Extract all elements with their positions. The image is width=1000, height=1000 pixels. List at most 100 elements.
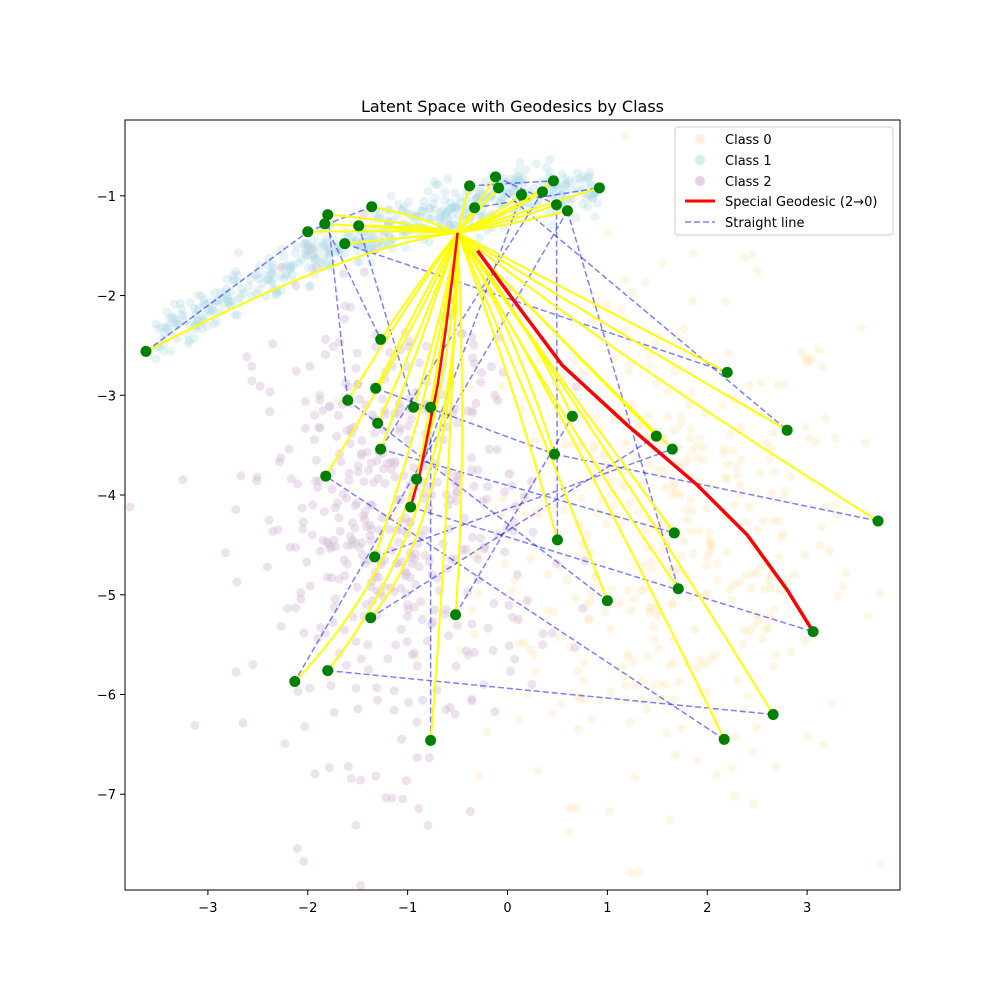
class0-point xyxy=(639,561,649,571)
class0-point xyxy=(667,598,677,608)
geodesic-endpoint xyxy=(353,220,365,232)
class0-point xyxy=(876,589,885,599)
class2-point xyxy=(369,478,379,487)
geodesic-endpoint xyxy=(668,527,680,539)
class0-point xyxy=(582,529,592,539)
class0-point xyxy=(686,424,696,434)
class2-point xyxy=(467,465,477,475)
class1-point xyxy=(418,203,428,213)
class0-point xyxy=(585,596,595,606)
class1-point xyxy=(300,238,310,248)
class0-point xyxy=(756,378,766,388)
class1-point xyxy=(278,262,288,272)
class1-point xyxy=(472,192,482,202)
class0-point xyxy=(514,714,524,724)
class0-point xyxy=(654,644,664,654)
class1-point xyxy=(258,278,268,288)
class2-point xyxy=(178,475,188,485)
x-tick-label: 0 xyxy=(503,901,511,916)
class0-point xyxy=(702,504,712,513)
class1-point xyxy=(300,245,310,255)
class2-point xyxy=(350,538,360,548)
class0-point xyxy=(747,250,757,260)
class2-point xyxy=(356,880,366,890)
class1-point xyxy=(584,171,594,181)
class2-point xyxy=(341,378,350,388)
geodesic-endpoint xyxy=(650,430,662,442)
class1-point xyxy=(212,296,222,306)
class0-point xyxy=(727,763,737,773)
class0-point xyxy=(704,535,714,545)
class0-point xyxy=(685,527,695,537)
class2-point xyxy=(296,594,306,604)
class2-point xyxy=(351,637,361,647)
class2-point xyxy=(411,549,421,559)
class0-point xyxy=(725,584,734,594)
class0-point xyxy=(752,569,762,579)
class1-point xyxy=(176,304,186,314)
class2-point xyxy=(268,339,278,349)
class2-point xyxy=(353,467,363,477)
class0-point xyxy=(731,462,741,472)
class1-point xyxy=(271,288,281,298)
class0-point xyxy=(532,356,542,365)
class1-point xyxy=(557,189,567,199)
class0-point xyxy=(774,552,784,562)
class1-point xyxy=(367,240,377,250)
class0-point xyxy=(765,454,775,464)
class2-point xyxy=(409,602,419,612)
class1-point xyxy=(381,228,391,237)
class0-point xyxy=(773,380,783,390)
geodesic-endpoint xyxy=(493,182,505,194)
class2-point xyxy=(346,774,356,784)
class2-point xyxy=(357,448,367,458)
class1-point xyxy=(184,338,194,348)
class0-point xyxy=(551,269,561,279)
class0-point xyxy=(614,598,624,608)
x-tick-label: −2 xyxy=(298,901,317,916)
class0-point xyxy=(644,608,654,618)
class2-point xyxy=(488,645,498,655)
class0-point xyxy=(692,453,702,463)
class2-point xyxy=(422,341,431,351)
class0-point xyxy=(512,616,522,626)
geodesic-endpoint xyxy=(718,733,730,745)
class0-point xyxy=(796,347,806,357)
class0-point xyxy=(820,501,830,511)
class0-point xyxy=(856,323,866,333)
class0-point xyxy=(761,438,771,448)
class0-point xyxy=(721,472,730,482)
class2-point xyxy=(450,709,460,719)
class0-point xyxy=(657,258,667,268)
class0-point xyxy=(761,625,771,635)
class0-point xyxy=(618,661,628,671)
class2-point xyxy=(347,540,357,550)
class1-point xyxy=(260,270,270,280)
class1-point xyxy=(301,238,311,248)
geodesic-curve xyxy=(371,205,458,234)
class2-point xyxy=(292,844,302,853)
class0-point xyxy=(648,684,658,694)
class1-point xyxy=(511,173,521,183)
class0-point xyxy=(668,480,678,490)
class2-point xyxy=(329,707,339,717)
class0-point xyxy=(739,705,749,715)
class0-point xyxy=(838,581,848,591)
straight-line xyxy=(495,176,557,206)
class1-point xyxy=(554,184,564,194)
class0-point xyxy=(469,629,479,639)
class1-point xyxy=(313,249,323,259)
class2-point xyxy=(332,431,342,441)
class1-point xyxy=(445,220,455,229)
class1-point xyxy=(296,254,306,264)
class1-point xyxy=(422,212,432,222)
straight-line xyxy=(474,187,600,209)
geodesic-curve xyxy=(326,232,459,672)
class0-point xyxy=(532,766,542,776)
class1-point xyxy=(404,197,413,207)
class2-point xyxy=(326,541,336,551)
class1-point xyxy=(560,180,570,190)
class2-point xyxy=(310,769,320,779)
class0-point xyxy=(474,771,484,780)
class2-point xyxy=(327,573,336,583)
